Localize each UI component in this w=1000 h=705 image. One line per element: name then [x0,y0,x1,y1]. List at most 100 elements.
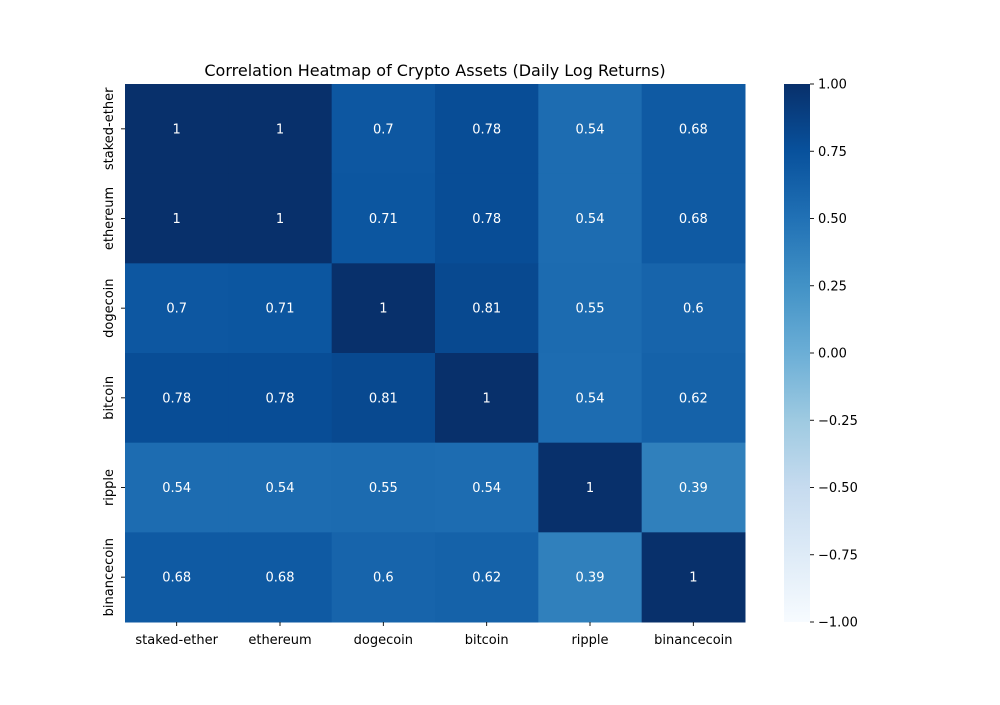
x-tick-label: dogecoin [354,633,413,648]
cell-value-label: 0.78 [472,212,501,227]
cell-value-label: 0.81 [472,302,501,317]
cell-value-label: 0.62 [472,571,501,586]
heatmap-cell [331,263,436,354]
cell-value-label: 0.39 [679,481,708,496]
colorbar: 1.00 0.75 0.50 0.25 0.00 −0.25 −0.50 −0.75 −1.00 [784,78,858,631]
heatmap-cell [228,173,333,264]
cell-value-label: 0.68 [162,571,191,586]
cell-value-label: 0.71 [266,302,295,317]
cell-value-label: 0.54 [576,212,605,227]
heatmap-cell [641,84,746,175]
cell-value-label: 0.7 [373,122,394,137]
cell-value-label: 0.54 [162,481,191,496]
x-tick-label: binancecoin [654,633,732,648]
heatmap-cell [641,353,746,444]
cell-value-label: 0.55 [369,481,398,496]
cell-value-label: 0.54 [472,481,501,496]
heatmap-cell [228,442,333,533]
cell-value-label: 0.6 [373,571,394,586]
heatmap-cell [435,263,539,354]
colorbar-tick-label: 0.50 [818,212,847,227]
cell-value-label: 1 [689,571,697,586]
heatmap-cell [331,532,436,623]
heatmap-cell [538,353,643,444]
cell-value-label: 0.39 [576,571,605,586]
x-axis: staked-ether ethereum dogecoin bitcoin rippl… [135,622,733,648]
cell-value-label: 0.68 [679,122,708,137]
colorbar-tick-label: −0.50 [818,481,858,496]
y-tick-label: ripple [102,469,117,506]
cell-value-label: 1 [483,391,491,406]
heatmap-cell [538,442,643,533]
cell-value-label: 1 [173,212,181,227]
cell-value-label: 0.71 [369,212,398,227]
heatmap-cell [331,442,436,533]
heatmap-cell [228,263,333,354]
cell-value-label: 1 [586,481,594,496]
heatmap-cell [538,532,643,623]
colorbar-tick-label: −1.00 [818,616,858,631]
colorbar-tick-label: 1.00 [818,78,847,93]
heatmap-cell [125,173,229,264]
heatmap-cells: 1 1 0.7 0.78 0.54 0.68 1 1 0.71 0.78 0.54 0.68 0.7 0.… [125,84,746,623]
cell-value-label: 0.54 [266,481,295,496]
heatmap-cell [125,532,229,623]
x-tick-label: bitcoin [465,633,509,648]
x-tick-label: ripple [571,633,608,648]
y-tick-label: staked-ether [102,87,117,170]
cell-value-label: 1 [276,212,284,227]
heatmap-cell [641,173,746,264]
heatmap-cell [435,353,539,444]
heatmap-cell [641,442,746,533]
cell-value-label: 0.81 [369,391,398,406]
heatmap-cell [331,353,436,444]
cell-value-label: 1 [173,122,181,137]
heatmap-cell [331,173,436,264]
cell-value-label: 0.54 [576,391,605,406]
heatmap-cell [641,532,746,623]
y-tick-label: ethereum [102,187,117,250]
heatmap-cell [435,532,539,623]
colorbar-tick-label: 0.25 [818,279,847,294]
heatmap-cell [228,532,333,623]
colorbar-tick-label: 0.75 [818,145,847,160]
heatmap-cell [435,173,539,264]
heatmap-cell [538,263,643,354]
cell-value-label: 0.55 [576,302,605,317]
y-axis: staked-ether ethereum dogecoin bitcoin rippl… [102,87,125,616]
heatmap-cell [125,442,229,533]
y-tick-label: dogecoin [102,278,117,337]
x-tick-label: ethereum [248,633,311,648]
cell-value-label: 0.62 [679,391,708,406]
cell-value-label: 0.78 [266,391,295,406]
heatmap-cell [538,84,643,175]
chart-title: Correlation Heatmap of Crypto Assets (Da… [204,61,665,80]
heatmap-cell [641,263,746,354]
colorbar-tick-label: −0.75 [818,548,858,563]
heatmap-cell [125,84,229,175]
cell-value-label: 0.68 [266,571,295,586]
y-tick-label: bitcoin [102,376,117,420]
cell-value-label: 0.78 [162,391,191,406]
cell-value-label: 0.6 [683,302,704,317]
cell-value-label: 0.68 [679,212,708,227]
cell-value-label: 0.54 [576,122,605,137]
heatmap-cell [331,84,436,175]
heatmap-cell [125,353,229,444]
y-tick-label: binancecoin [102,538,117,616]
heatmap-cell [435,442,539,533]
heatmap-cell [435,84,539,175]
cell-value-label: 1 [276,122,284,137]
cell-value-label: 0.78 [472,122,501,137]
colorbar-tick-label: −0.25 [818,414,858,429]
colorbar-gradient [784,84,810,622]
colorbar-tick-label: 0.00 [818,347,847,362]
heatmap-cell [228,84,333,175]
heatmap-cell [228,353,333,444]
x-tick-label: staked-ether [135,633,218,648]
heatmap-cell [538,173,643,264]
heatmap-cell [125,263,229,354]
cell-value-label: 1 [379,302,387,317]
